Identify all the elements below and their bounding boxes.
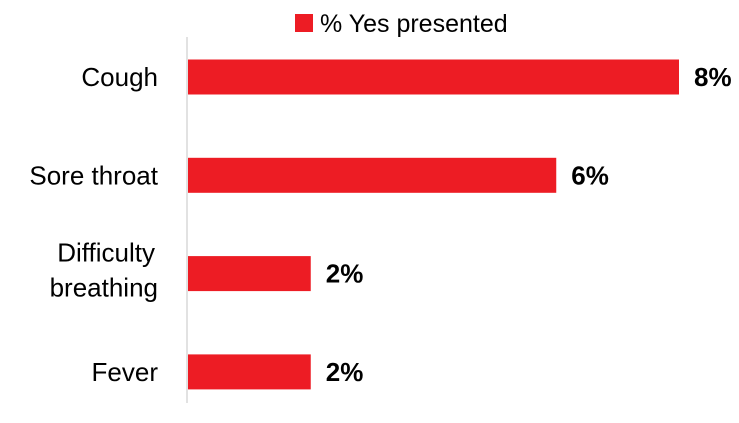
value-labels: 8% 6% 2% 2% [326,62,732,387]
category-label: Difficulty breathing [50,238,158,303]
bars-group [188,59,679,390]
bar-fever [188,354,311,390]
value-label: 2% [326,357,364,387]
bar-cough [188,59,679,95]
bar-sore-throat [188,157,557,193]
legend: % Yes presented [295,10,508,38]
legend-swatch [295,14,313,32]
value-label: 8% [694,62,732,92]
category-label: Sore throat [29,160,158,190]
category-label: Fever [92,357,159,387]
legend-label: % Yes presented [320,10,508,38]
value-label: 6% [571,160,609,190]
category-label: Cough [81,62,158,92]
bar-difficulty-breathing [188,256,311,292]
value-label: 2% [326,259,364,289]
category-labels: Cough Sore throat Difficulty breathing Fever [29,62,158,387]
